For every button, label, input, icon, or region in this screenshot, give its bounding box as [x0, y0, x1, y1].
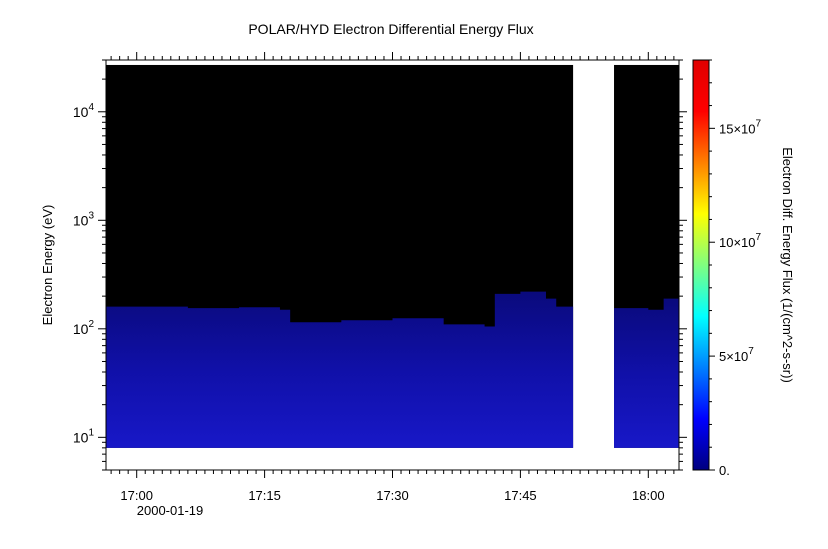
y-tick-label: 104 [73, 102, 95, 120]
colorbar-tick-label: 0. [719, 463, 730, 478]
y-axis-label: Electron Energy (eV) [40, 205, 55, 326]
y-axis: 101 102 103 104 [73, 59, 687, 471]
x-axis: 17:00 17:15 17:30 17:45 18:00 [110, 52, 675, 503]
date-label: 2000-01-19 [137, 503, 204, 518]
flux-region [614, 298, 679, 448]
colorbar-tick-label: 10×107 [719, 232, 762, 250]
flux-region [106, 291, 574, 448]
colorbar-tick-label: 15×107 [719, 118, 762, 136]
colorbar-scale [692, 59, 710, 471]
x-tick-label: 17:45 [504, 488, 537, 503]
y-tick-label: 102 [73, 319, 95, 337]
x-tick-label: 18:00 [632, 488, 665, 503]
y-tick-label: 103 [73, 210, 95, 228]
colorbar-tick-label: 5×107 [719, 346, 754, 364]
colorbar: 0. 5×107 10×107 15×107 [692, 59, 762, 478]
colorbar-label: Electron Diff. Energy Flux (1/(cm^2-s-sr… [780, 147, 795, 383]
y-tick-label: 101 [73, 427, 95, 445]
chart-title: POLAR/HYD Electron Differential Energy F… [248, 21, 533, 37]
x-tick-label: 17:15 [248, 488, 281, 503]
x-tick-label: 17:00 [120, 488, 153, 503]
plot-area [106, 64, 679, 448]
x-tick-label: 17:30 [376, 488, 409, 503]
